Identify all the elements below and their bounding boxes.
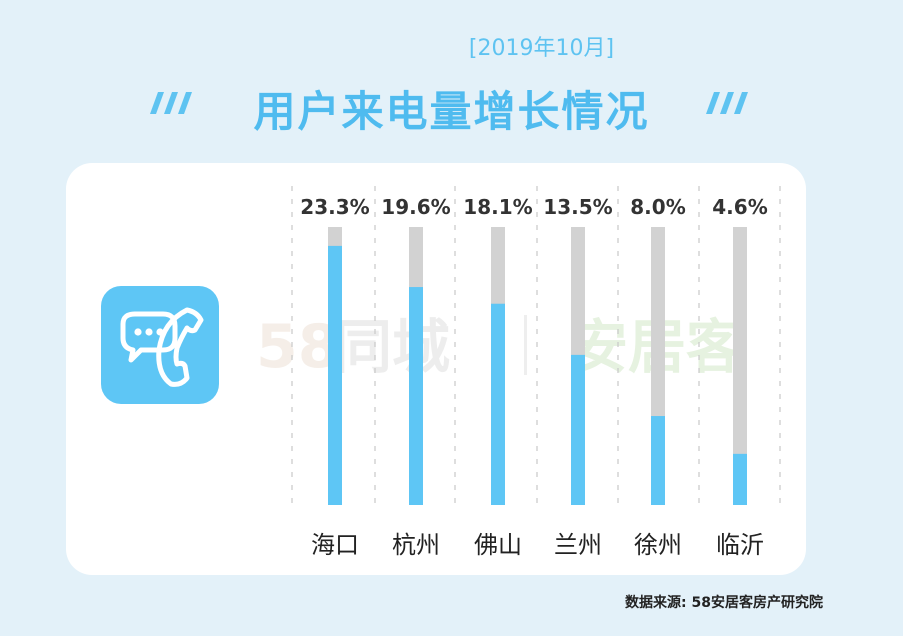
value-label-4: 8.0%	[630, 195, 685, 219]
slash-decoration-right-icon	[706, 92, 748, 114]
category-label-4: 徐州	[634, 531, 682, 559]
title-row: 用户来电量增长情况	[0, 74, 903, 136]
slash-decoration-left-icon	[150, 92, 192, 114]
value-label-2: 18.1%	[463, 195, 532, 219]
data-source: 数据来源: 58安居客房产研究院	[625, 595, 823, 611]
bar-1	[409, 287, 423, 505]
value-label-1: 19.6%	[381, 195, 450, 219]
bar-track-5	[733, 227, 747, 505]
category-label-5: 临沂	[716, 531, 764, 559]
value-label-0: 23.3%	[300, 195, 369, 219]
bar-3	[571, 354, 585, 505]
category-label-1: 杭州	[392, 531, 440, 559]
bar-4	[651, 416, 665, 505]
value-label-5: 4.6%	[712, 195, 767, 219]
category-label-2: 佛山	[474, 531, 522, 559]
chart-title: 用户来电量增长情况	[253, 87, 650, 136]
category-label-3: 兰州	[554, 531, 602, 559]
phone-chat-icon	[101, 286, 219, 404]
watermark-tongcheng: 同城	[334, 313, 450, 381]
value-label-3: 13.5%	[543, 195, 612, 219]
period-label: [2019年10月]	[468, 36, 615, 61]
category-label-0: 海口	[311, 531, 359, 559]
watermark-58: 58	[256, 312, 340, 382]
bar-2	[491, 303, 505, 505]
bar-0	[328, 245, 342, 506]
bar-5	[733, 453, 747, 505]
watermark-divider	[524, 315, 527, 375]
